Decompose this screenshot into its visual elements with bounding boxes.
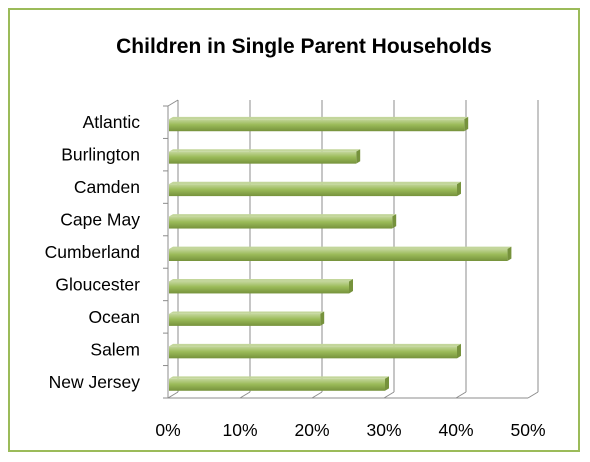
bar xyxy=(169,249,508,261)
bar xyxy=(169,281,349,294)
category-labels: Atlantic Burlington Camden Cape May Cumberla… xyxy=(45,112,141,392)
floor-line xyxy=(527,391,539,399)
bar-top-face xyxy=(169,181,461,185)
category-label: Camden xyxy=(74,177,140,197)
category-label: Cape May xyxy=(60,210,140,230)
category-label: New Jersey xyxy=(49,372,141,392)
bar-end-face xyxy=(392,214,397,229)
bar-top-face xyxy=(169,214,397,217)
floor-line xyxy=(239,391,251,399)
bar-cumberland xyxy=(169,246,512,261)
bar-top-face xyxy=(169,149,361,152)
grid-layer xyxy=(163,99,539,399)
bar-top-face xyxy=(169,246,512,249)
bar-gloucester xyxy=(169,279,353,294)
bar xyxy=(169,119,465,132)
x-tick-label: 40% xyxy=(438,420,473,440)
bar-top-face xyxy=(169,279,353,282)
category-label: Atlantic xyxy=(83,112,141,132)
chart-title: Children in Single Parent Households xyxy=(116,35,492,58)
floor-line xyxy=(311,391,323,399)
bar-camden xyxy=(169,181,461,197)
bar xyxy=(169,313,321,326)
bar-atlantic xyxy=(169,116,469,132)
bars-layer xyxy=(169,116,512,391)
bar xyxy=(169,378,385,391)
bar xyxy=(169,216,393,229)
category-label: Burlington xyxy=(61,145,140,165)
category-label: Salem xyxy=(90,339,140,359)
bar-top-face xyxy=(169,376,389,379)
x-tick-label: 10% xyxy=(222,420,257,440)
bar-salem xyxy=(169,343,461,359)
bar xyxy=(169,184,457,197)
floor-line xyxy=(455,391,467,399)
bar-burlington xyxy=(169,149,361,164)
x-tick-label: 20% xyxy=(294,420,329,440)
bar-top-face xyxy=(169,116,469,120)
category-label: Ocean xyxy=(88,307,140,327)
bar-ocean xyxy=(169,311,325,326)
bar-end-face xyxy=(457,181,461,197)
x-tick-label: 0% xyxy=(155,420,180,440)
floor-line xyxy=(167,391,179,399)
category-label: Cumberland xyxy=(45,242,140,262)
x-tick-labels: 0% 10% 20% 30% 40% 50% xyxy=(155,420,545,440)
bar-end-face xyxy=(457,343,461,359)
bar xyxy=(169,151,357,164)
floor-line xyxy=(383,391,395,399)
bar-new-jersey xyxy=(169,376,389,391)
bar-end-face xyxy=(507,246,512,261)
bar-end-face xyxy=(320,311,325,326)
side-wall-edge xyxy=(167,99,179,107)
bar-end-face xyxy=(349,279,353,294)
bar-end-face xyxy=(356,149,361,164)
bar-top-face xyxy=(169,311,325,314)
x-tick-label: 50% xyxy=(510,420,545,440)
x-tick-label: 30% xyxy=(366,420,401,440)
bar-cape-may xyxy=(169,214,397,229)
bar-end-face xyxy=(464,116,469,132)
bar xyxy=(169,346,457,359)
bar-top-face xyxy=(169,343,461,347)
bar-end-face xyxy=(385,376,389,391)
category-label: Gloucester xyxy=(55,274,140,294)
